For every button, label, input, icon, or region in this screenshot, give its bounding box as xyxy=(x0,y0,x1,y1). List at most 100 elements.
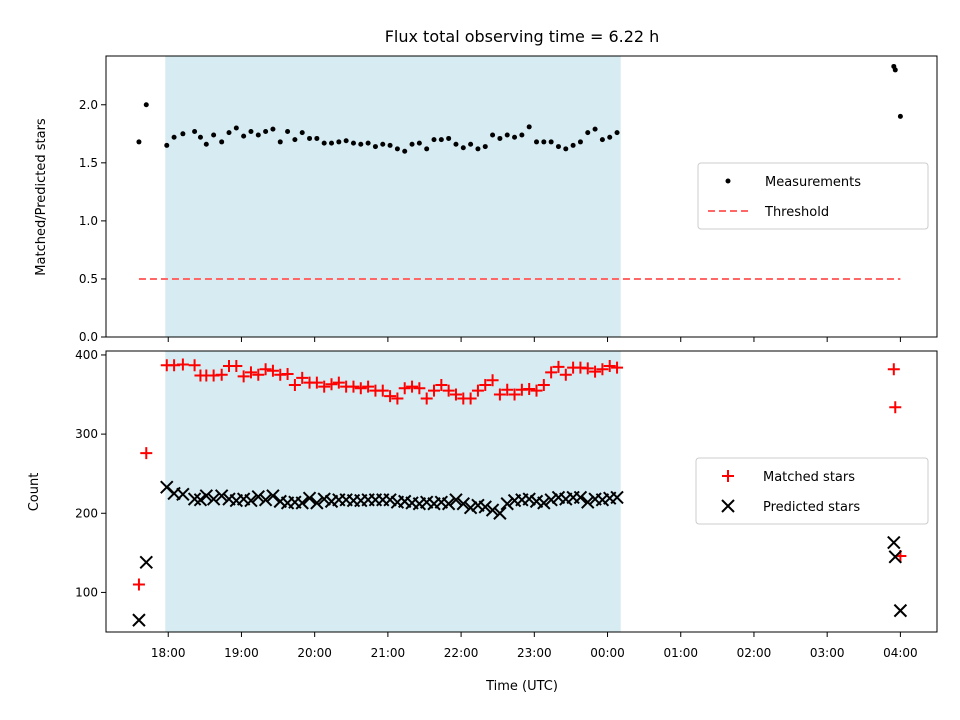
matched-star-point xyxy=(508,388,521,401)
top-legend-box xyxy=(697,162,929,230)
x-tick-label: 23:00 xyxy=(517,646,552,660)
x-tick-label: 19:00 xyxy=(224,646,259,660)
predicted-star-point xyxy=(573,490,588,505)
bottom-panel-frame xyxy=(105,350,938,633)
legend-measurements-marker xyxy=(725,178,731,184)
matched-star-point xyxy=(501,383,514,396)
measurement-point xyxy=(490,132,496,138)
top-panel: 0.00.51.01.52.0 Matched/Predicted stars … xyxy=(34,55,938,344)
measurement-point xyxy=(358,141,364,147)
predicted-star-point xyxy=(251,489,265,504)
y-tick-label: 1.5 xyxy=(79,156,98,170)
predicted-star-point xyxy=(887,535,901,550)
matched-star-point xyxy=(176,358,189,371)
top-panel-marks xyxy=(136,63,903,280)
matched-star-point xyxy=(398,382,411,395)
matched-star-point xyxy=(479,379,492,392)
measurement-point xyxy=(372,144,378,150)
measurement-point xyxy=(519,132,525,138)
predicted-star-point xyxy=(383,493,397,507)
measurement-point xyxy=(468,141,474,147)
matched-star-point xyxy=(296,371,309,384)
legend-threshold-label: Threshold xyxy=(764,205,829,220)
predicted-star-point xyxy=(893,603,908,618)
matched-star-point xyxy=(486,374,499,387)
matched-star-point xyxy=(406,380,419,393)
matched-star-point xyxy=(464,392,477,405)
measurement-point xyxy=(453,141,459,147)
matched-star-point xyxy=(887,363,900,376)
predicted-star-point xyxy=(295,496,309,510)
matched-star-point xyxy=(442,384,455,397)
predicted-star-point xyxy=(258,493,273,507)
x-tick-label: 18:00 xyxy=(151,646,186,660)
measurement-point xyxy=(504,132,510,138)
measurement-point xyxy=(460,145,466,151)
measurement-point xyxy=(343,138,349,144)
matched-star-point xyxy=(523,382,536,395)
predicted-star-point xyxy=(463,501,478,515)
measurement-point xyxy=(409,141,415,147)
matched-star-point xyxy=(266,364,279,377)
matched-star-point xyxy=(140,447,153,460)
x-tick-label: 22:00 xyxy=(444,646,479,660)
x-tick-label: 03:00 xyxy=(810,646,845,660)
measurement-point xyxy=(248,128,254,134)
matched-star-point xyxy=(230,360,243,373)
measurement-point xyxy=(526,124,532,130)
matched-star-point xyxy=(493,388,506,401)
predicted-star-point xyxy=(317,492,331,506)
matched-star-point xyxy=(259,363,272,376)
matched-star-point xyxy=(889,401,902,414)
measurement-point xyxy=(416,140,422,146)
matched-star-point xyxy=(325,378,338,391)
predicted-star-point xyxy=(206,492,221,506)
legend-matched-label: Matched stars xyxy=(763,470,855,485)
measurement-point xyxy=(136,139,142,145)
matched-star-point xyxy=(413,382,426,395)
y-tick-label: 300 xyxy=(75,427,98,441)
measurement-point xyxy=(897,113,903,119)
predicted-star-point xyxy=(544,493,558,507)
predicted-star-point xyxy=(139,555,153,570)
measurement-point xyxy=(241,133,247,139)
measurement-point xyxy=(497,135,503,141)
bottom-panel-y-axis: 100 200 300 400 xyxy=(75,348,106,599)
y-tick-label: 0.5 xyxy=(79,272,98,286)
measurement-point xyxy=(570,142,576,148)
x-tick-label: 21:00 xyxy=(371,646,406,660)
matched-star-point xyxy=(449,388,462,401)
measurement-point xyxy=(424,146,430,152)
measurement-point xyxy=(203,141,209,147)
matched-star-point xyxy=(596,363,609,376)
legend-matched-marker xyxy=(722,470,734,482)
y-tick-label: 2.0 xyxy=(79,98,98,112)
measurement-point xyxy=(599,137,605,143)
x-tick-label: 20:00 xyxy=(297,646,332,660)
measurement-point xyxy=(143,102,149,108)
top-panel-frame xyxy=(105,55,938,338)
measurement-point xyxy=(614,130,620,136)
matched-star-point xyxy=(471,384,484,397)
measurement-point xyxy=(233,125,239,131)
measurement-point xyxy=(307,135,313,141)
top-panel-shade xyxy=(165,56,621,337)
legend-predicted-marker xyxy=(721,499,735,513)
legend-predicted-label: Predicted stars xyxy=(763,500,860,515)
measurement-point xyxy=(380,141,386,147)
matched-star-point xyxy=(581,362,594,375)
top-legend: Measurements Threshold xyxy=(697,162,929,230)
measurement-point xyxy=(365,140,371,146)
chart-title: Flux total observing time = 6.22 h xyxy=(385,27,660,46)
predicted-star-point xyxy=(176,487,190,501)
measurement-point xyxy=(402,148,408,154)
measurement-point xyxy=(219,139,225,145)
predicted-star-point xyxy=(266,489,280,503)
measurement-point xyxy=(534,139,540,145)
predicted-star-point xyxy=(441,497,456,511)
measurement-point xyxy=(350,140,356,146)
measurement-point xyxy=(292,137,298,143)
matched-star-point xyxy=(288,379,301,392)
measurement-point xyxy=(482,144,488,150)
